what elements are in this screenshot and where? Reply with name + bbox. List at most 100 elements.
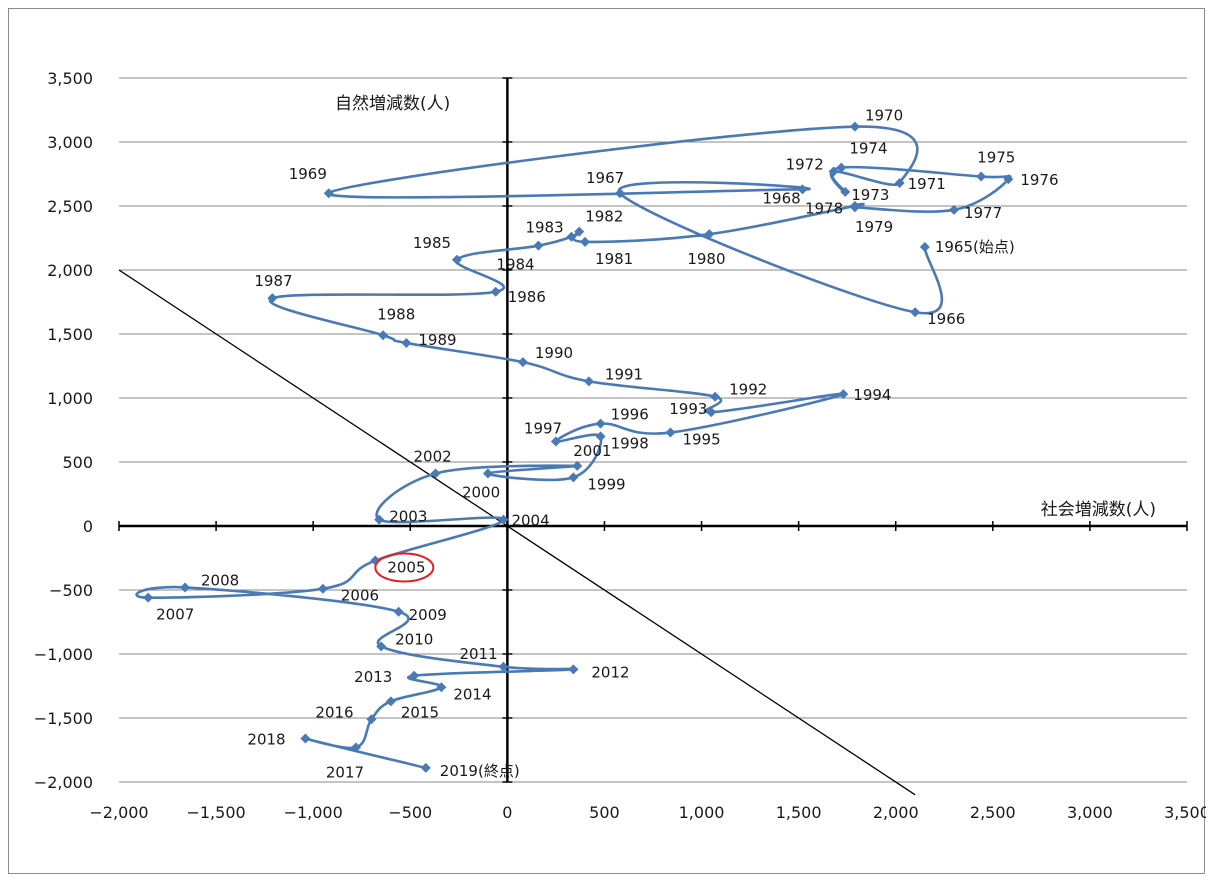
point-label: 1976 (1020, 171, 1058, 189)
scatter-line-chart: 3,500 3,000 2,500 2,000 1,500 1,000 500 0 −500 −1… (34, 69, 1206, 822)
point-label: 2011 (459, 645, 497, 663)
point-label: 1978 (805, 199, 843, 217)
data-point-marker (704, 229, 715, 240)
y-tick-label: 3,000 (47, 133, 93, 152)
series-group (135, 121, 1014, 773)
y-tick-label: 0 (83, 517, 93, 536)
point-label: 2010 (395, 630, 433, 648)
point-label: 1995 (682, 431, 720, 449)
y-axis-title: 自然増減数(人) (335, 94, 450, 114)
data-point-marker (366, 714, 377, 725)
data-point-marker (376, 641, 387, 652)
point-label: 2004 (511, 512, 549, 530)
x-tick-label: −500 (388, 803, 432, 822)
point-label: 1969 (289, 165, 327, 183)
x-tick-label: 0 (502, 803, 512, 822)
data-point-marker (948, 204, 959, 215)
data-point-marker (436, 682, 447, 693)
data-point-marker (849, 201, 860, 211)
data-point-marker (482, 468, 493, 479)
point-label: 1965(始点) (935, 238, 1015, 256)
data-point-marker (568, 472, 579, 483)
point-label: 1973 (851, 186, 889, 204)
y-tick-label: 1,000 (47, 389, 93, 408)
y-tick-label: 2,500 (47, 197, 93, 216)
point-label: 2005 (387, 559, 425, 577)
data-point-marker (374, 514, 385, 525)
tick-labels: 3,500 3,000 2,500 2,000 1,500 1,000 500 0 −500 −1… (34, 69, 1206, 822)
point-label: 2016 (315, 703, 353, 721)
data-point-marker (498, 661, 509, 672)
x-tick-label: 2,000 (873, 803, 919, 822)
data-point-marker (498, 514, 509, 525)
point-label: 1966 (927, 310, 965, 328)
data-point-marker (706, 407, 717, 418)
point-label: 1970 (865, 107, 903, 125)
point-label: 1988 (377, 305, 415, 323)
point-label: 1979 (855, 218, 893, 236)
data-point-marker (430, 468, 441, 479)
data-point-marker (401, 337, 412, 348)
x-tick-label: 3,000 (1067, 803, 1113, 822)
chart-frame: 3,500 3,000 2,500 2,000 1,500 1,000 500 0 −500 −1… (8, 8, 1206, 874)
point-label: 1987 (254, 272, 292, 290)
point-label: 1983 (525, 219, 563, 237)
data-point-marker (385, 696, 396, 707)
data-point-marker (550, 436, 561, 447)
point-label: 1975 (977, 149, 1015, 167)
y-tick-label: −1,000 (34, 645, 93, 664)
point-label: 2006 (341, 587, 379, 605)
y-tick-label: −2,000 (34, 773, 93, 792)
point-label: 1993 (669, 400, 707, 418)
point-label: 1992 (729, 381, 767, 399)
data-point-marker (840, 186, 851, 197)
y-tick-label: 3,500 (47, 69, 93, 88)
data-point-marker (595, 431, 606, 442)
y-tick-label: −1,500 (34, 709, 93, 728)
point-label: 2015 (401, 703, 439, 721)
data-point-marker (393, 606, 404, 617)
data-point-marker (919, 241, 930, 252)
point-label: 1968 (763, 189, 801, 207)
point-label: 1990 (535, 344, 573, 362)
data-point-marker (409, 670, 420, 681)
reference-line-group (118, 269, 916, 796)
data-point-marker (580, 236, 591, 247)
data-point-marker (143, 592, 154, 603)
point-label: 1977 (964, 204, 1002, 222)
data-point-marker (490, 286, 501, 297)
x-tick-label: 3,500 (1164, 803, 1206, 822)
point-label: 1984 (496, 256, 534, 274)
point-label: 1991 (605, 365, 643, 383)
x-tick-label: −1,000 (284, 803, 343, 822)
reference-line (118, 269, 916, 796)
point-label: 1982 (585, 208, 623, 226)
highlight-circle (374, 552, 435, 583)
y-tick-label: 1,500 (47, 325, 93, 344)
data-point-marker (836, 162, 847, 173)
data-point-marker (574, 226, 585, 237)
data-point-marker (267, 293, 278, 304)
point-label: 2009 (409, 606, 447, 624)
data-point-marker (378, 330, 389, 341)
data-point-marker (323, 188, 334, 199)
point-label: 1999 (587, 475, 625, 493)
x-tick-label: −1,500 (186, 803, 245, 822)
point-label: 2013 (354, 668, 392, 686)
gridlines (119, 77, 1187, 783)
point-label: 1994 (853, 386, 891, 404)
point-label: 2014 (453, 685, 491, 703)
data-point-marker (665, 427, 676, 438)
data-point-marker (568, 664, 579, 675)
point-label: 1997 (524, 420, 562, 438)
data-point-marker (317, 583, 328, 594)
point-label: 2003 (389, 508, 427, 526)
point-label: 1996 (611, 406, 649, 424)
x-tick-label: 2,500 (970, 803, 1016, 822)
data-point-marker (180, 582, 191, 593)
point-label: 1981 (595, 250, 633, 268)
point-label: 2001 (573, 442, 611, 460)
x-tick-label: 500 (589, 803, 620, 822)
point-label: 1980 (687, 250, 725, 268)
data-point-marker (451, 254, 462, 265)
